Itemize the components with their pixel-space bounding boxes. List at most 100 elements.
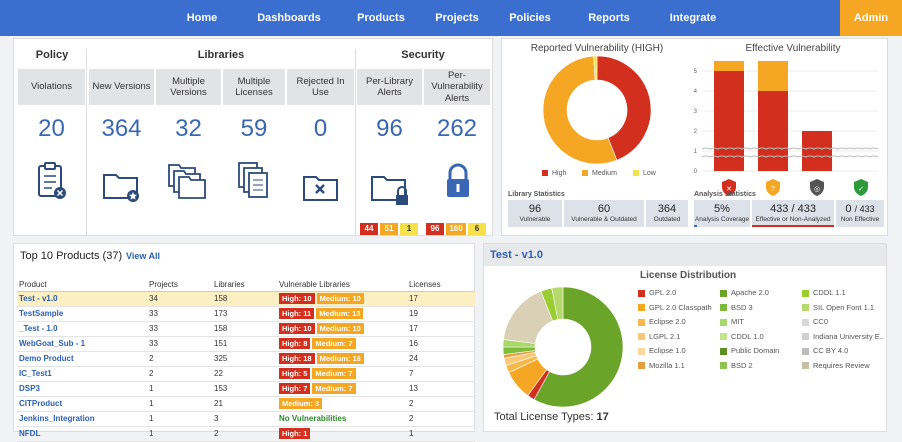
table-row[interactable]: Jenkins_Integration 1 3 No Vulnerabilities 2 [17, 411, 475, 427]
bar-high[interactable] [802, 131, 832, 171]
reported-vulnerability-donut[interactable] [542, 55, 652, 165]
rejected-in-use-count[interactable]: 0 [313, 115, 328, 142]
vulnerability-slice[interactable] [596, 55, 652, 161]
license-legend-item[interactable]: MIT [720, 317, 744, 326]
high-badge[interactable]: High: 11 [279, 308, 315, 319]
nav-dashboards[interactable]: Dashboards [257, 12, 321, 24]
medium-badge[interactable]: Medium: 10 [316, 293, 364, 304]
vulnerability-slice[interactable] [593, 55, 598, 81]
per-vulnerability-alerts-count[interactable]: 262 [436, 115, 478, 142]
license-slice[interactable] [551, 286, 564, 320]
high-badge[interactable]: High: 8 [279, 338, 311, 349]
stat-vulnerable[interactable]: 96 Vulnerable [508, 200, 562, 227]
bar-high[interactable] [714, 71, 744, 171]
high-badge[interactable]: High: 18 [279, 353, 315, 364]
license-legend-item[interactable]: CDDL 1.0 [720, 332, 764, 341]
license-legend-item[interactable]: Apache 2.0 [720, 288, 769, 297]
table-row[interactable]: _Test - 1.0 33 158 High: 10 Medium: 10 17 [17, 321, 475, 337]
stat-vulnerable-outdated[interactable]: 60 Vulnerable & Outdated [564, 200, 644, 227]
stat-outdated[interactable]: 364 Outdated [646, 200, 688, 227]
license-slice[interactable] [533, 286, 624, 408]
effective-vulnerability-chart[interactable]: 0 1 2 3 4 5 ✕? ◎ ✓ [688, 61, 884, 207]
nav-reports[interactable]: Reports [588, 12, 630, 24]
license-legend-item[interactable]: Eclipse 2.0 [638, 317, 686, 326]
vulnerability-medium-badge[interactable]: 160 [446, 223, 466, 235]
license-legend-item[interactable]: LGPL 2.1 [638, 332, 680, 341]
product-name-link[interactable]: TestSample [17, 306, 147, 322]
multiple-licenses-count[interactable]: 59 [240, 115, 268, 142]
product-name-link[interactable]: IC_Test1 [17, 366, 147, 382]
multiple-versions-count[interactable]: 32 [175, 115, 202, 142]
license-distribution-donut[interactable] [502, 286, 624, 408]
license-legend-item[interactable]: CDDL 1.1 [802, 288, 846, 297]
col-vulnerable-libraries[interactable]: Vulnerable Libraries [277, 278, 407, 292]
medium-badge[interactable]: Medium: 7 [312, 368, 356, 379]
col-projects[interactable]: Projects [147, 278, 212, 292]
vulnerability-slice[interactable] [542, 55, 618, 165]
medium-badge[interactable]: Medium: 7 [312, 338, 356, 349]
table-row[interactable]: CITProduct 1 21 Medium: 3 2 [17, 396, 475, 412]
license-product-title[interactable]: Test - v1.0 [490, 249, 543, 261]
new-versions-count[interactable]: 364 [101, 115, 142, 142]
nav-home[interactable]: Home [186, 12, 218, 24]
nav-integrate[interactable]: Integrate [669, 12, 717, 24]
col-product[interactable]: Product [17, 278, 147, 292]
medium-badge[interactable]: Medium: 3 [279, 398, 323, 409]
table-row[interactable]: TestSample 33 173 High: 11 Medium: 13 19 [17, 306, 475, 322]
library-low-badge[interactable]: 1 [400, 223, 418, 235]
nav-projects[interactable]: Projects [435, 12, 479, 24]
bar-high[interactable] [758, 91, 788, 171]
product-name-link[interactable]: WebGoat_Sub - 1 [17, 336, 147, 352]
bar-medium[interactable] [758, 61, 788, 91]
product-name-link[interactable]: CITProduct [17, 396, 147, 412]
nav-policies[interactable]: Policies [509, 12, 551, 24]
library-high-badge[interactable]: 44 [360, 223, 378, 235]
medium-badge[interactable]: Medium: 7 [312, 383, 356, 394]
high-badge[interactable]: High: 1 [279, 428, 311, 439]
medium-badge[interactable]: Medium: 10 [316, 323, 364, 334]
table-row[interactable]: DSP3 1 153 High: 7 Medium: 7 13 [17, 381, 475, 397]
license-legend-item[interactable]: BSD 3 [720, 303, 753, 312]
license-legend-item[interactable]: SIL Open Font 1.1 [802, 303, 874, 312]
view-all-link[interactable]: View All [126, 251, 161, 261]
stat-effective-non-analyzed[interactable]: 433 / 433 Effective or Non-Analyzed [752, 200, 834, 227]
vulnerability-low-badge[interactable]: 6 [468, 223, 486, 235]
license-legend-item[interactable]: GPL 2.0 Classpath [638, 303, 712, 312]
violations-count[interactable]: 20 [38, 115, 65, 142]
nav-products[interactable]: Products [357, 12, 405, 24]
high-badge[interactable]: High: 10 [279, 323, 315, 334]
high-badge[interactable]: High: 10 [279, 293, 315, 304]
product-name-link[interactable]: Test - v1.0 [17, 291, 147, 307]
product-name-link[interactable]: DSP3 [17, 381, 147, 397]
nav-admin[interactable]: Admin [840, 0, 902, 36]
product-name-link[interactable]: Demo Product [17, 351, 147, 367]
license-legend-item[interactable]: Requires Review [802, 361, 870, 370]
high-badge[interactable]: High: 5 [279, 368, 311, 379]
product-name-link[interactable]: _Test - 1.0 [17, 321, 147, 337]
table-row[interactable]: Demo Product 2 325 High: 18 Medium: 16 24 [17, 351, 475, 367]
high-badge[interactable]: High: 7 [279, 383, 311, 394]
license-legend-item[interactable]: GPL 2.0 [638, 288, 676, 297]
license-legend-item[interactable]: Eclipse 1.0 [638, 346, 686, 355]
license-legend-item[interactable]: Public Domain [720, 346, 779, 355]
license-legend-item[interactable]: Indiana University E.. [802, 332, 884, 341]
license-legend-item[interactable]: Mozilla 1.1 [638, 361, 685, 370]
library-medium-badge[interactable]: 51 [380, 223, 398, 235]
medium-badge[interactable]: Medium: 13 [316, 308, 364, 319]
bar-medium[interactable] [714, 61, 744, 71]
col-licenses[interactable]: Licenses [407, 278, 475, 292]
product-name-link[interactable]: Jenkins_Integration [17, 411, 147, 427]
stat-non-effective[interactable]: 0 / 433 Non Effective [836, 200, 884, 227]
license-legend-item[interactable]: BSD 2 [720, 361, 753, 370]
vulnerability-high-badge[interactable]: 96 [426, 223, 444, 235]
col-libraries[interactable]: Libraries [212, 278, 277, 292]
medium-badge[interactable]: Medium: 16 [316, 353, 364, 364]
license-legend-item[interactable]: CC0 [802, 317, 828, 326]
stat-analysis-coverage[interactable]: 5% Analysis Coverage [694, 200, 750, 227]
table-row[interactable]: WebGoat_Sub - 1 33 151 High: 8 Medium: 7 16 [17, 336, 475, 352]
license-legend-item[interactable]: CC BY 4.0 [802, 346, 848, 355]
per-library-alerts-count[interactable]: 96 [376, 115, 403, 142]
table-row[interactable]: Test - v1.0 34 158 High: 10 Medium: 10 17 [17, 291, 475, 307]
